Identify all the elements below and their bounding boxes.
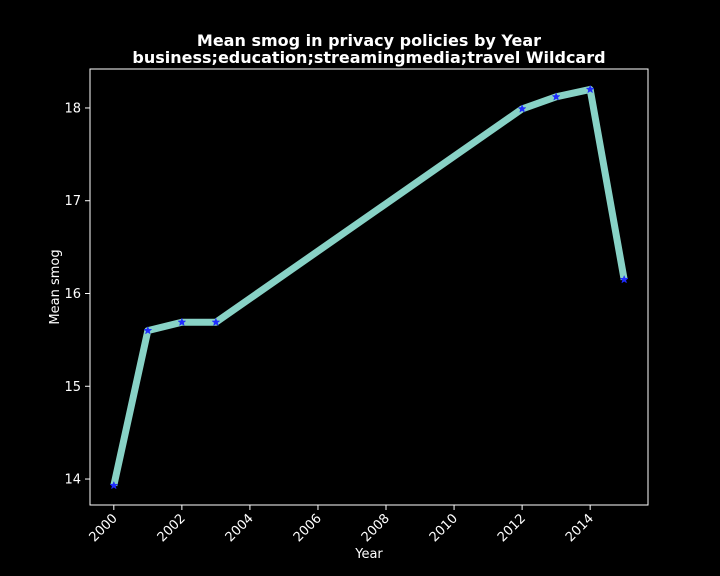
chart-subtitle: business;education;streamingmedia;travel… [132,48,605,67]
data-point-star-marker [551,92,561,101]
data-point-star-marker [143,325,153,335]
y-tick-label: 15 [64,380,81,395]
data-point-star-marker [517,104,527,113]
series-layer [109,84,629,490]
data-point-star-marker [585,84,595,94]
data-point-star-marker [211,317,221,327]
y-axis-label: Mean smog [48,249,63,324]
chart-title: Mean smog in privacy policies by Year [197,31,541,50]
y-tick-label: 17 [64,194,81,209]
y-tick-label: 18 [64,101,81,116]
data-point-star-marker [109,480,119,490]
x-axis-label: Year [354,547,383,562]
data-point-star-marker [619,274,629,284]
y-axis-ticks: 14 15 16 17 18 [64,101,90,488]
y-tick-label: 16 [64,287,81,302]
series-line [110,85,628,487]
plot-area-frame [89,68,649,506]
y-tick-label: 14 [64,473,81,488]
data-point-star-marker [177,317,187,327]
